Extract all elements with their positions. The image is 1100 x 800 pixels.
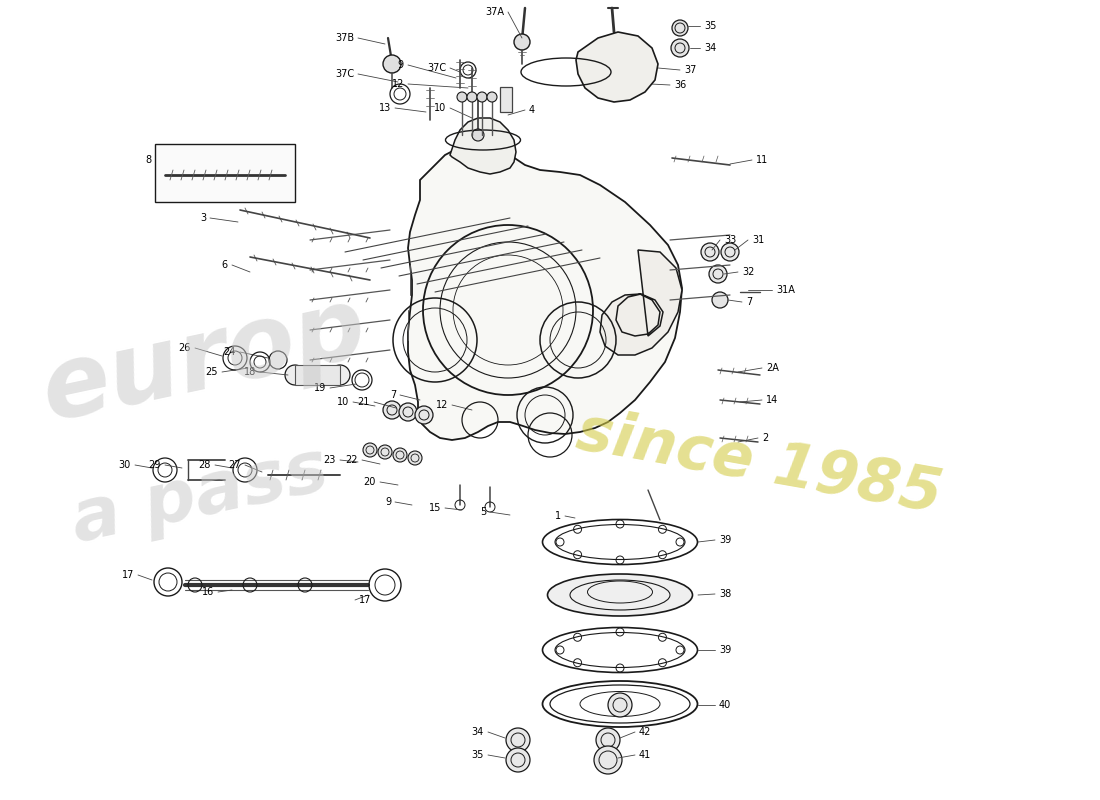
Circle shape <box>472 129 484 141</box>
Text: 12: 12 <box>436 400 448 410</box>
Text: 4: 4 <box>529 105 535 115</box>
Text: 19: 19 <box>314 383 326 393</box>
Circle shape <box>399 403 417 421</box>
Text: 10: 10 <box>337 397 349 407</box>
Circle shape <box>712 292 728 308</box>
Text: 35: 35 <box>472 750 484 760</box>
Bar <box>155 144 295 202</box>
Text: 2A: 2A <box>766 363 779 373</box>
Text: 20: 20 <box>364 477 376 487</box>
Text: 32: 32 <box>742 267 755 277</box>
Text: 36: 36 <box>674 80 686 90</box>
Text: 27: 27 <box>229 460 241 470</box>
Text: 7: 7 <box>389 390 396 400</box>
Text: 37: 37 <box>684 65 696 75</box>
Circle shape <box>608 693 632 717</box>
Circle shape <box>710 265 727 283</box>
Polygon shape <box>408 142 682 440</box>
Circle shape <box>408 451 422 465</box>
Circle shape <box>330 365 350 385</box>
Circle shape <box>671 39 689 57</box>
Text: 14: 14 <box>766 395 779 405</box>
Text: 31: 31 <box>752 235 764 245</box>
Circle shape <box>477 92 487 102</box>
Circle shape <box>720 243 739 261</box>
Circle shape <box>468 92 477 102</box>
Text: 2: 2 <box>762 433 768 443</box>
Circle shape <box>456 92 468 102</box>
Circle shape <box>415 406 433 424</box>
Bar <box>500 87 512 112</box>
Text: 17: 17 <box>122 570 134 580</box>
Text: 30: 30 <box>119 460 131 470</box>
Text: 5: 5 <box>480 507 486 517</box>
Text: 9: 9 <box>398 60 404 70</box>
Polygon shape <box>450 118 516 174</box>
Text: 16: 16 <box>201 587 214 597</box>
Text: 40: 40 <box>719 700 732 710</box>
Text: 9: 9 <box>385 497 390 507</box>
Text: 11: 11 <box>756 155 768 165</box>
Text: a pass: a pass <box>66 435 336 557</box>
Text: 31A: 31A <box>776 285 795 295</box>
Text: 34: 34 <box>704 43 716 53</box>
Text: since 1985: since 1985 <box>572 403 946 525</box>
Text: 35: 35 <box>704 21 716 31</box>
Text: 25: 25 <box>206 367 218 377</box>
Text: 7: 7 <box>746 297 752 307</box>
Polygon shape <box>600 250 682 355</box>
Text: 42: 42 <box>639 727 651 737</box>
Polygon shape <box>576 32 658 102</box>
Text: 13: 13 <box>378 103 390 113</box>
Text: 24: 24 <box>223 347 236 357</box>
Text: 37A: 37A <box>485 7 504 17</box>
Text: 15: 15 <box>429 503 441 513</box>
Text: 34: 34 <box>472 727 484 737</box>
Text: 33: 33 <box>724 235 736 245</box>
Text: 37C: 37C <box>427 63 446 73</box>
Text: 39: 39 <box>719 645 732 655</box>
Text: 12: 12 <box>392 79 404 89</box>
Circle shape <box>383 55 402 73</box>
Text: 39: 39 <box>719 535 732 545</box>
Text: 37C: 37C <box>334 69 354 79</box>
Text: 28: 28 <box>199 460 211 470</box>
Text: 3: 3 <box>200 213 206 223</box>
Circle shape <box>487 92 497 102</box>
Text: 1: 1 <box>554 511 561 521</box>
Text: 38: 38 <box>719 589 732 599</box>
Circle shape <box>285 365 305 385</box>
Text: 18: 18 <box>244 367 256 377</box>
Text: 10: 10 <box>433 103 446 113</box>
Circle shape <box>506 728 530 752</box>
Text: 17: 17 <box>359 595 372 605</box>
Text: 26: 26 <box>178 343 191 353</box>
Circle shape <box>701 243 719 261</box>
Circle shape <box>514 34 530 50</box>
Circle shape <box>393 448 407 462</box>
Text: 22: 22 <box>345 455 358 465</box>
Circle shape <box>672 20 688 36</box>
Text: 6: 6 <box>222 260 228 270</box>
Circle shape <box>383 401 402 419</box>
Text: 23: 23 <box>323 455 336 465</box>
Text: 21: 21 <box>358 397 370 407</box>
Circle shape <box>378 445 392 459</box>
Text: 29: 29 <box>148 460 161 470</box>
Bar <box>295 365 340 385</box>
Ellipse shape <box>548 574 693 616</box>
Text: 37B: 37B <box>334 33 354 43</box>
Text: 8: 8 <box>145 155 151 165</box>
Circle shape <box>596 728 620 752</box>
Circle shape <box>594 746 621 774</box>
Text: europ: europ <box>33 278 375 442</box>
Text: 41: 41 <box>639 750 651 760</box>
Circle shape <box>363 443 377 457</box>
Circle shape <box>506 748 530 772</box>
